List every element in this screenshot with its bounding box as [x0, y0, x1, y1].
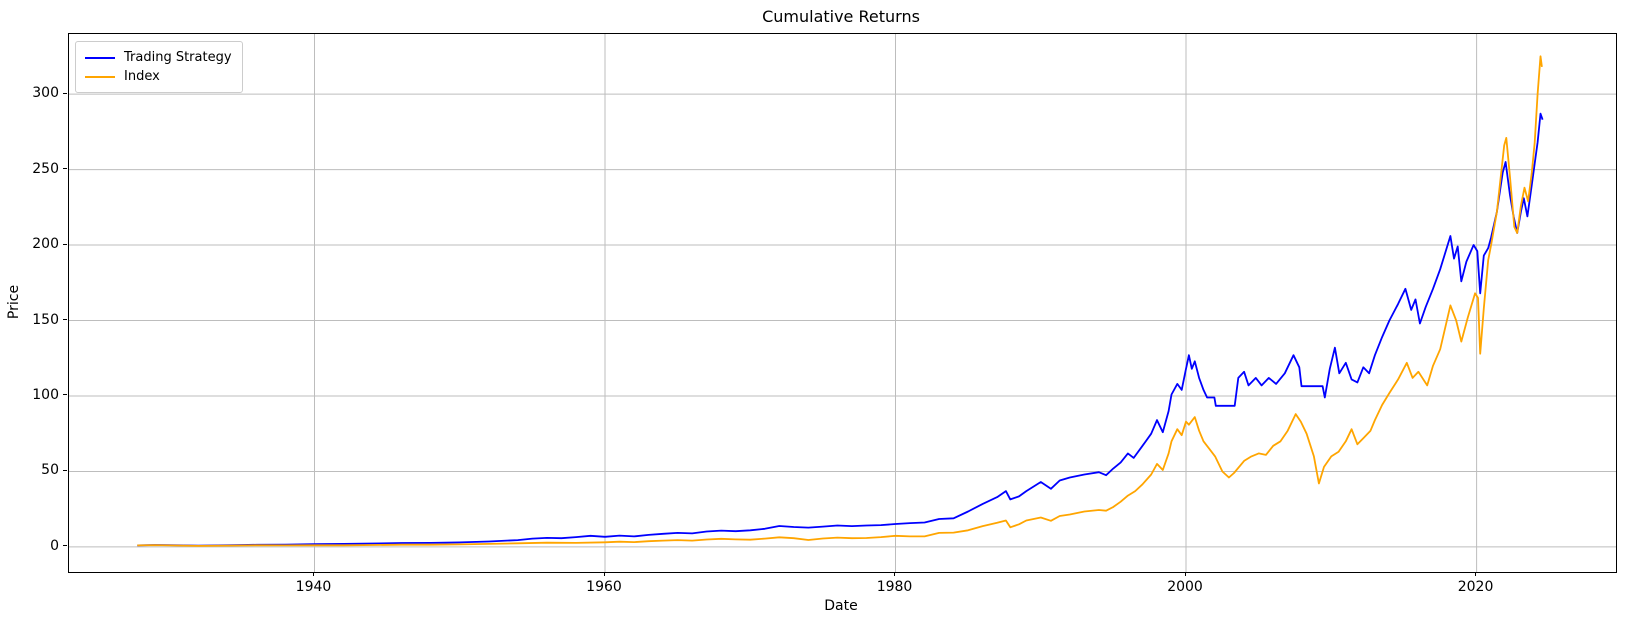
x-tick-mark — [894, 572, 896, 576]
x-tick-label: 1980 — [876, 579, 913, 595]
y-tick-mark — [63, 168, 67, 170]
y-tick-mark — [63, 243, 67, 245]
y-tick-label: 50 — [41, 462, 59, 479]
legend-label: Trading Strategy — [124, 50, 232, 65]
legend-item-index: Index — [85, 67, 232, 86]
y-axis-label: Price — [6, 284, 22, 320]
legend-label: Index — [124, 69, 160, 84]
x-tick-mark — [1475, 572, 1477, 576]
y-tick-label: 150 — [32, 311, 59, 328]
y-tick-label: 200 — [32, 236, 59, 253]
x-tick-label: 1940 — [295, 579, 332, 595]
trading-strategy-line-swatch — [85, 56, 115, 59]
x-tick-mark — [603, 572, 605, 576]
index-line-swatch — [85, 75, 115, 78]
y-tick-mark — [63, 469, 67, 471]
y-tick-mark — [63, 394, 67, 396]
y-tick-label: 300 — [32, 85, 59, 102]
x-tick-label: 2000 — [1167, 579, 1203, 595]
x-tick-mark — [312, 572, 314, 576]
index-line — [137, 55, 1543, 547]
y-tick-mark — [63, 319, 67, 320]
x-axis-label: Date — [824, 598, 858, 614]
y-tick-label: 0 — [50, 537, 59, 554]
trading-strategy-line — [137, 112, 1544, 547]
legend-item-trading-strategy: Trading Strategy — [85, 48, 232, 67]
x-tick-label: 2020 — [1457, 579, 1494, 595]
y-tick-mark — [63, 92, 67, 94]
y-tick-label: 250 — [32, 160, 59, 177]
chart-canvas — [69, 34, 1616, 572]
x-tick-mark — [1184, 572, 1186, 576]
chart-title: Cumulative Returns — [762, 7, 920, 26]
y-tick-mark — [63, 545, 67, 547]
legend: Trading Strategy Index — [75, 41, 243, 93]
x-tick-label: 1960 — [586, 579, 622, 595]
y-tick-label: 100 — [32, 386, 59, 403]
plot-area: Trading Strategy Index — [68, 33, 1617, 573]
